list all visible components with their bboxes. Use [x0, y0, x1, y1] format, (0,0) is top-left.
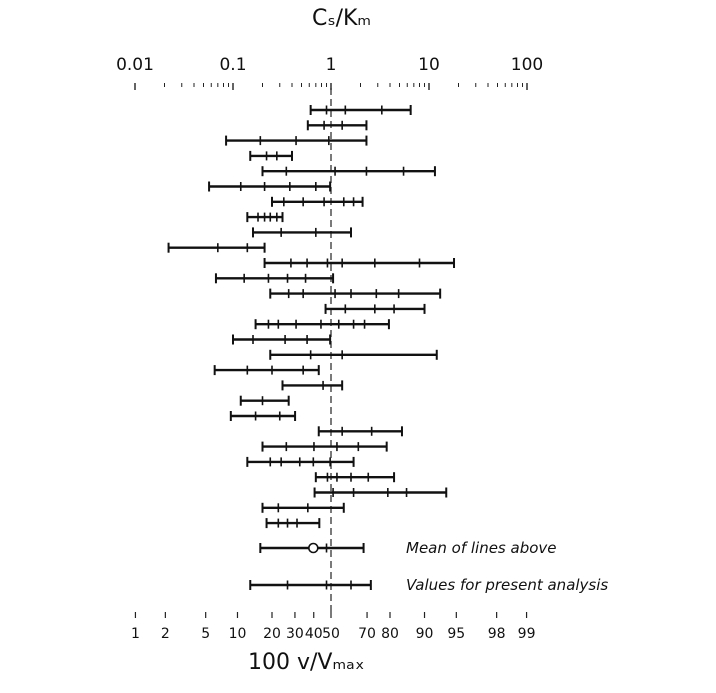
- top-axis-tick-label: 100: [511, 55, 543, 75]
- interval-row: [265, 518, 321, 529]
- top-axis-tick-labels: 0.01 0.1 1 10 100: [116, 55, 543, 75]
- bottom-axis-ticks: [134, 612, 528, 618]
- top-axis-ticks: [134, 83, 528, 90]
- interval-row: [252, 227, 353, 238]
- interval-row: [324, 303, 426, 314]
- interval-row: [249, 150, 294, 161]
- interval-row: [167, 242, 266, 253]
- mean-line-label: Mean of lines above: [406, 539, 557, 557]
- interval-row: [261, 441, 388, 452]
- top-axis-tick-label: 1: [326, 55, 337, 75]
- bottom-axis-tick-label: 2: [161, 626, 170, 642]
- bottom-axis-tick-label: 70: [358, 626, 376, 642]
- interval-row: [254, 319, 390, 330]
- bottom-axis-tick-label: 10: [229, 626, 247, 642]
- top-axis-title: Cₛ/Kₘ: [312, 6, 372, 31]
- interval-row: [232, 334, 332, 345]
- interval-row: [317, 426, 403, 437]
- interval-row: [261, 502, 345, 513]
- bottom-axis-title: 100 v/Vₘₐₓ: [248, 650, 365, 675]
- present-analysis-row: Values for present analysis: [249, 576, 608, 594]
- bottom-axis-tick-labels: 1 2 5 10 20 30 40 50 70 80 90 95 98 99: [131, 626, 536, 642]
- interval-row: [246, 212, 284, 223]
- bottom-axis-tick-label: 1: [131, 626, 140, 642]
- bottom-axis-tick-label: 80: [381, 626, 399, 642]
- top-axis-tick-label: 10: [418, 55, 440, 75]
- interval-row: [306, 120, 368, 131]
- bottom-axis-tick-label: 98: [488, 626, 506, 642]
- bottom-axis-tick-label: 30: [286, 626, 304, 642]
- top-axis-tick-label: 0.01: [116, 55, 154, 75]
- bottom-axis-tick-label: 95: [447, 626, 465, 642]
- interval-row: [246, 456, 355, 467]
- interval-row: [314, 472, 396, 483]
- interval-row: [309, 105, 412, 115]
- interval-row: [214, 273, 335, 284]
- interval-row: [208, 181, 332, 192]
- interval-row: [261, 166, 436, 177]
- interval-row: [239, 395, 290, 406]
- mean-line-row: Mean of lines above: [259, 539, 557, 557]
- interval-row: [269, 349, 438, 360]
- bottom-axis-tick-label: 40: [305, 626, 323, 642]
- bottom-axis-tick-label: 99: [518, 626, 536, 642]
- interval-row: [225, 135, 368, 146]
- summary-lines-group: Mean of lines above Values for present an…: [249, 539, 608, 594]
- interval-row: [313, 487, 448, 498]
- interval-row: [213, 365, 320, 376]
- interval-row: [269, 288, 442, 299]
- bottom-axis-tick-label: 5: [201, 626, 210, 642]
- interval-row: [263, 258, 456, 268]
- interval-row: [281, 380, 344, 391]
- bottom-axis-tick-label: 90: [416, 626, 434, 642]
- bottom-axis-tick-label: 50: [322, 626, 340, 642]
- interval-series-group: [167, 105, 456, 529]
- interval-row: [270, 196, 364, 207]
- present-analysis-label: Values for present analysis: [406, 576, 608, 594]
- bottom-axis-tick-label: 20: [263, 626, 281, 642]
- mean-marker: [308, 542, 319, 554]
- top-axis-tick-label: 0.1: [219, 55, 246, 75]
- interval-row: [229, 411, 297, 421]
